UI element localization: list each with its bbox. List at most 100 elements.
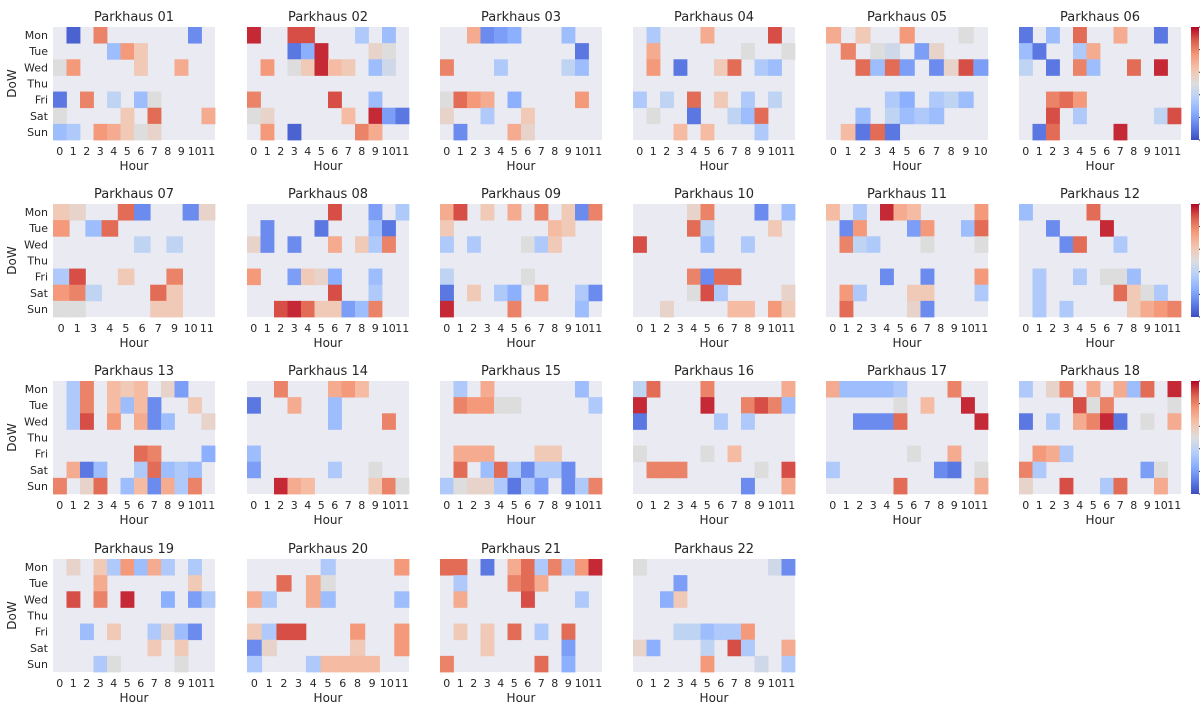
x-tick-label: 0: [636, 677, 643, 690]
x-tick-label: 4: [497, 499, 504, 512]
heatmap-cell: [260, 107, 275, 125]
heatmap-cell: [853, 381, 867, 398]
x-tick-label: 5: [124, 677, 131, 690]
heatmap-cell: [161, 461, 175, 479]
x-tick-label: 8: [358, 145, 365, 158]
heatmap-cell: [973, 59, 989, 76]
heatmap-cell: [673, 575, 688, 592]
heatmap-cell: [480, 397, 495, 414]
heatmap-cell: [534, 655, 549, 673]
heatmap-cell: [741, 397, 755, 414]
heatmap-cell: [727, 300, 742, 318]
heatmap-cell: [929, 59, 945, 76]
heatmap-cell: [507, 91, 522, 109]
heatmap-cell: [287, 477, 302, 495]
heatmap-cell: [328, 204, 342, 221]
x-tick-label: 1: [70, 677, 77, 690]
x-tick-label: 0: [56, 677, 63, 690]
heatmap-cell: [350, 639, 366, 657]
heatmap-cell: [1154, 284, 1168, 302]
heatmap-cell: [93, 559, 108, 576]
heatmap-cell: [174, 477, 189, 495]
heatmap-cell: [884, 59, 901, 76]
heatmap-cell: [727, 268, 742, 286]
heatmap-cell: [974, 204, 989, 221]
heatmap-cell: [588, 284, 603, 302]
x-tick-label: 7: [345, 322, 352, 335]
heatmap-cell: [247, 623, 263, 641]
heatmap-cell: [588, 559, 603, 576]
heatmap-cell: [914, 43, 930, 60]
heatmap-cell: [467, 236, 481, 253]
x-tick-label: 11: [781, 145, 795, 158]
heatmap-cell: [727, 107, 742, 125]
x-tick-label: 9: [171, 322, 178, 335]
heatmap-cell: [494, 477, 508, 495]
heatmap-panel-15: Parkhaus 15 0 1 2 3 4 5 6 7 8 9 10 11 Hour: [440, 364, 603, 527]
heatmap-panel-22: Parkhaus 22 0 1 2 3 4 5 6 7 8 9 10 11 Hour: [633, 542, 796, 705]
heatmap-cell: [1073, 236, 1087, 253]
heatmap-panel-01: Parkhaus 01 0 1 2 3 4 5 6 7 8 9 10 11 Hour Mon Tue Wed Th…: [5, 10, 216, 173]
heatmap-cell: [350, 655, 366, 673]
heatmap-cell: [66, 381, 81, 398]
heatmap-cell: [548, 236, 562, 253]
heatmap-cell: [534, 445, 549, 463]
x-tick-label: 7: [924, 499, 931, 512]
heatmap-cell: [368, 300, 383, 318]
heatmap-cell: [453, 123, 468, 141]
heatmap-cell: [1140, 381, 1155, 398]
heatmap-cell: [534, 284, 549, 302]
heatmap-cell: [301, 27, 315, 44]
heatmap-cell: [1086, 43, 1101, 60]
heatmap-cell: [660, 91, 674, 109]
heatmap-cell: [646, 27, 661, 44]
panel-title: Parkhaus 09: [481, 187, 561, 202]
heatmap-cell: [893, 381, 908, 398]
x-tick-label: 7: [155, 322, 162, 335]
y-tick-label: Fri: [35, 448, 48, 461]
x-tick-label: 1: [650, 145, 657, 158]
heatmap-cell: [120, 591, 135, 608]
heatmap-cell: [826, 461, 840, 479]
x-tick-label: 0: [443, 322, 450, 335]
heatmap-cell: [1086, 397, 1101, 414]
x-axis-label: Hour: [700, 159, 729, 173]
heatmap-cell: [260, 59, 275, 76]
heatmap-cell: [1073, 268, 1087, 286]
x-tick-label: 7: [1117, 322, 1124, 335]
x-tick-label: 4: [497, 322, 504, 335]
heatmap-cell: [166, 236, 183, 253]
heatmap-cell: [440, 268, 454, 286]
heatmap-cell: [561, 655, 576, 673]
heatmap-cell: [453, 623, 468, 641]
heatmap-cell: [534, 461, 549, 479]
colorbar-gradient-bar: [1191, 204, 1199, 317]
heatmap-cell: [575, 381, 589, 398]
x-tick-label: 2: [1049, 499, 1056, 512]
heatmap-cell: [134, 559, 148, 576]
x-axis-label: Hour: [314, 691, 343, 705]
heatmap-cell: [467, 27, 481, 44]
heatmap-cell: [161, 381, 175, 398]
heatmap-cell: [1046, 413, 1060, 430]
heatmap-cell: [561, 59, 576, 76]
heatmap-cell: [382, 220, 396, 237]
heatmap-cell: [870, 43, 886, 60]
heatmap-cell: [93, 575, 108, 592]
panel-title: Parkhaus 14: [288, 364, 368, 379]
heatmap-cell: [839, 381, 854, 398]
x-tick-label: 0: [443, 677, 450, 690]
heatmap-panel-05: Parkhaus 05 0 1 2 3 4 5 6 7 8 9 10 Hour: [826, 10, 989, 173]
x-tick-label: 5: [897, 499, 904, 512]
heatmap-cell: [961, 220, 975, 237]
y-tick-label: Sat: [30, 110, 49, 123]
heatmap-cell: [633, 559, 647, 576]
heatmap-cell: [575, 300, 589, 318]
heatmap-cell: [467, 477, 481, 495]
y-tick-label: Thu: [26, 255, 48, 268]
heatmap-cell: [368, 220, 383, 237]
x-tick-label: 2: [663, 499, 670, 512]
heatmap-cell: [66, 59, 81, 76]
heatmap-cell: [575, 591, 589, 608]
heatmap-cell: [395, 477, 410, 495]
